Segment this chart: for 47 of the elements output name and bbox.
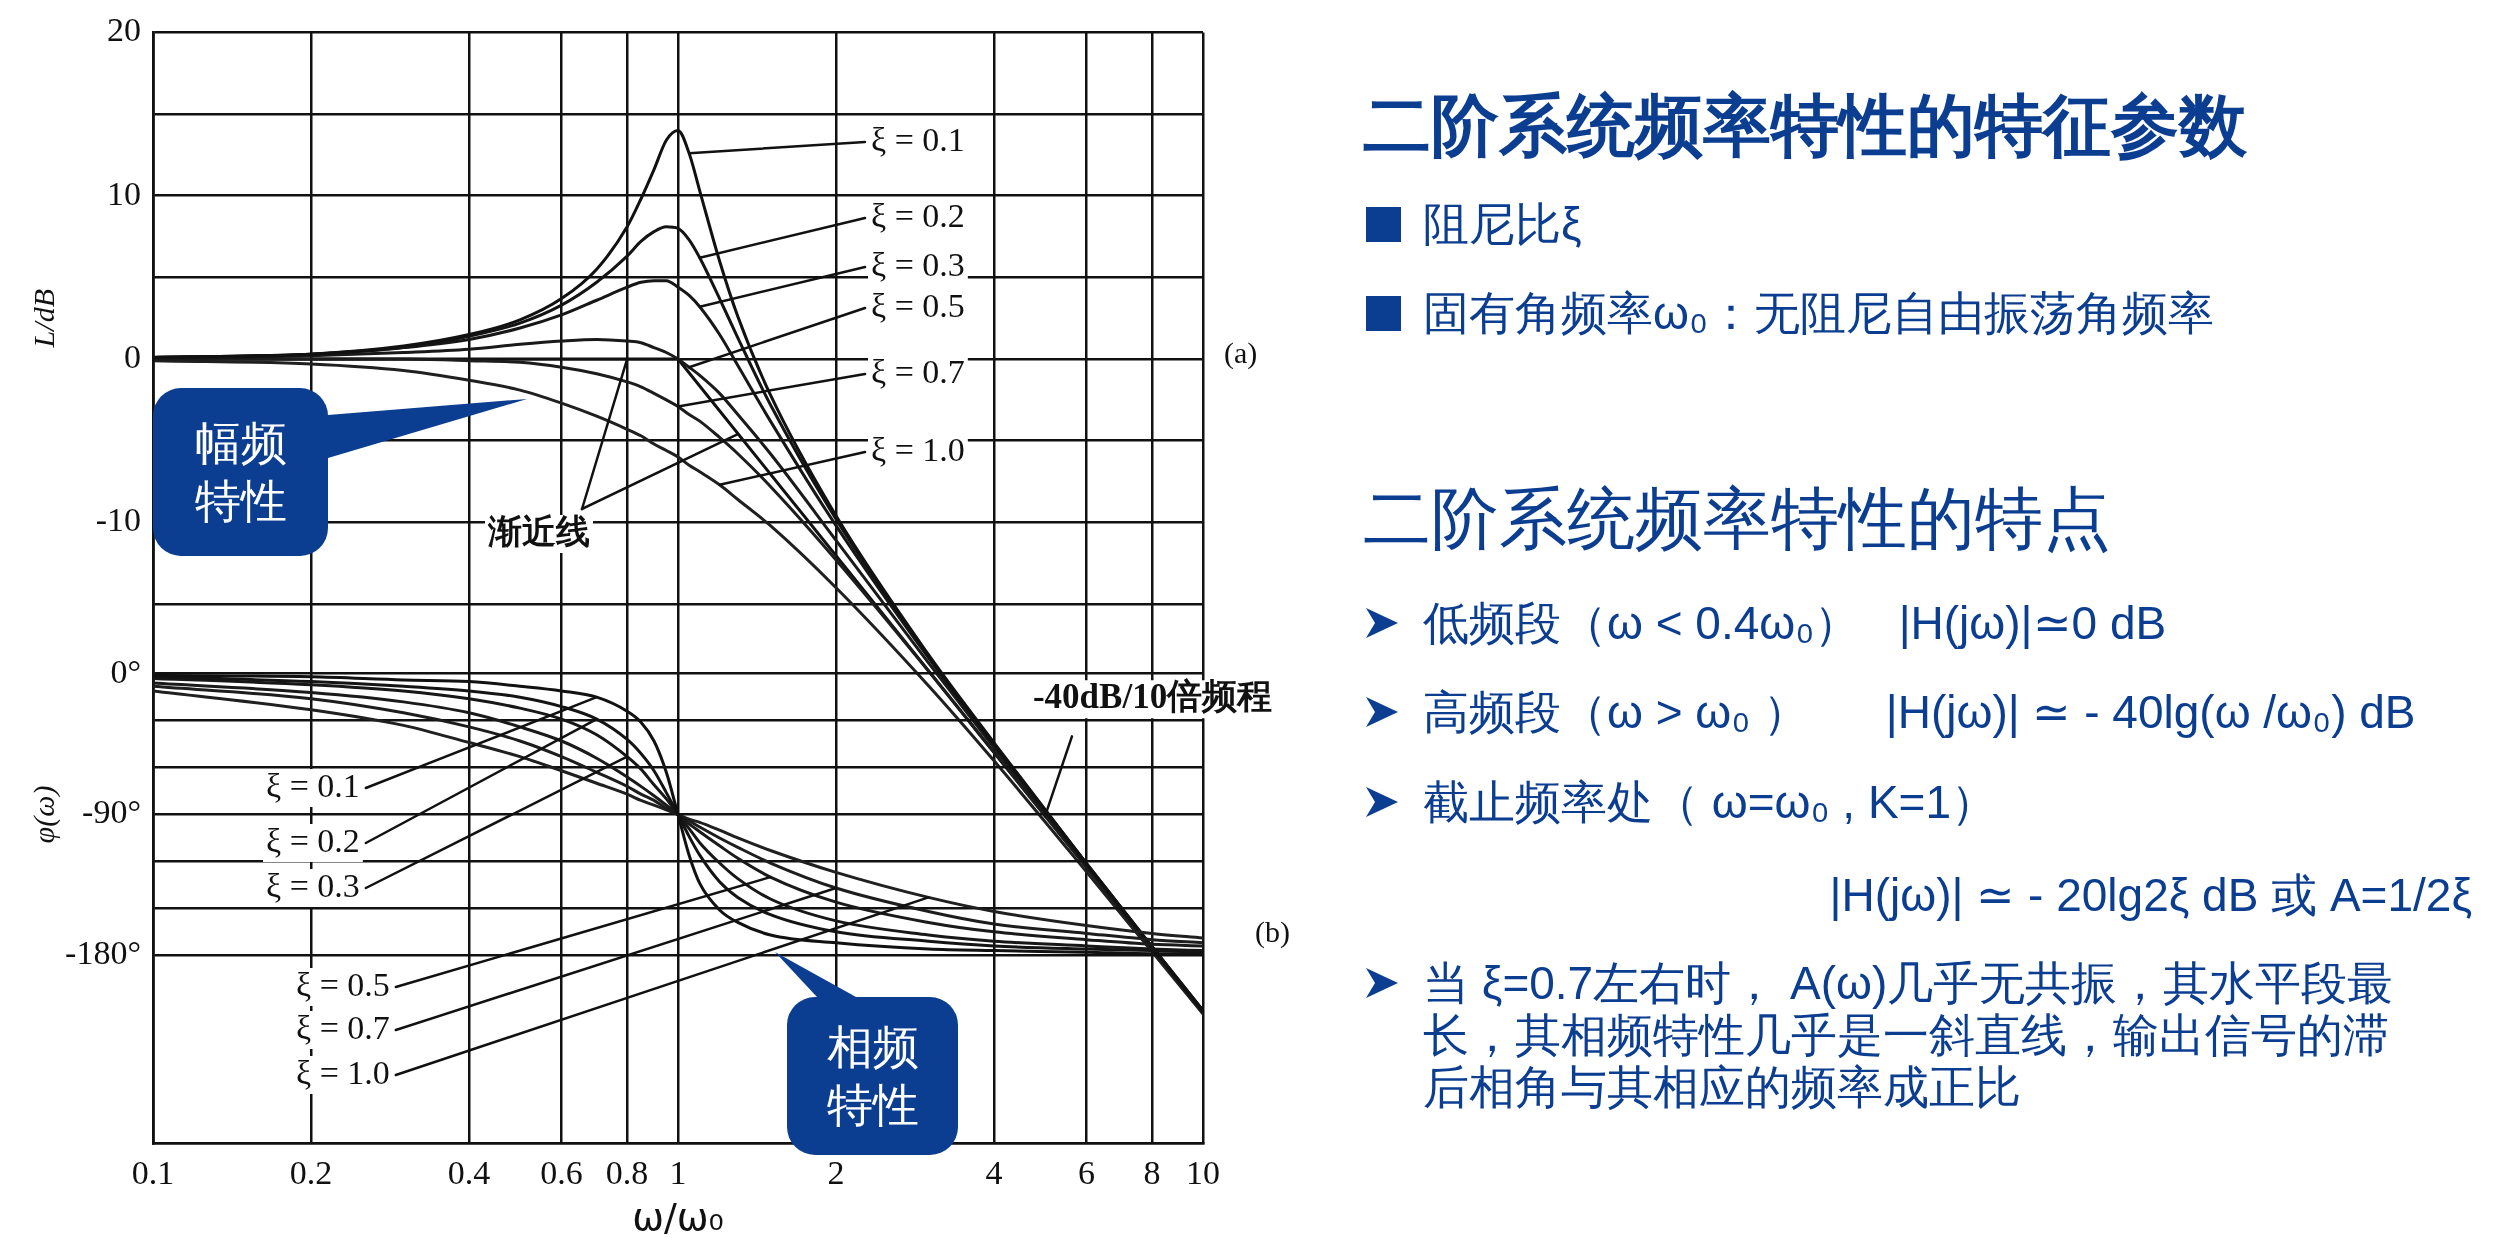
annotation: ξ = 1.0	[296, 1053, 390, 1091]
text: (a)	[1224, 336, 1258, 371]
x-tick-label: 0.8	[605, 1154, 649, 1192]
text: 低频段（ω < 0.4ω₀） |H(jω)|≃0 dB	[1423, 597, 2168, 649]
annotation: ξ = 0.1	[871, 120, 965, 158]
y-axis-title: φ(ω)	[26, 785, 61, 844]
y-tick-label: -90°	[82, 793, 141, 831]
y-tick-label: -180°	[65, 934, 141, 972]
text: 固有角频率ω₀：无阻尼自由振荡角频率	[1423, 287, 2215, 339]
annotation: ξ = 0.2	[871, 196, 965, 234]
annotation: ξ = 1.0	[871, 430, 965, 468]
x-tick-label: 0.6	[540, 1154, 583, 1192]
x-tick-label: 0.2	[289, 1154, 333, 1192]
x-axis-title: ω/ω₀	[632, 1195, 724, 1240]
x-tick-label: 6	[1078, 1154, 1096, 1192]
y-tick-label: 0	[124, 337, 141, 375]
annotation: 渐近线	[487, 512, 590, 551]
y-tick-label: -10	[95, 501, 141, 539]
text: 高频段（ω > ω₀ ） |H(jω)| ≃ - 40lg(ω /ω₀) dB	[1423, 686, 2417, 738]
annotation: ξ = 0.1	[266, 766, 360, 804]
text: 当 ξ=0.7左右时， A(ω)几乎无共振，其水平段最长，其相频特性几乎是一斜直线，输出信号的滞后相角与其相应的频率成正比	[1423, 957, 2395, 1113]
annotation: ξ = 0.2	[266, 821, 360, 859]
x-tick-label: 10	[1186, 1154, 1220, 1192]
annotation: ξ = 0.7	[296, 1008, 390, 1046]
x-tick-label: 0.1	[131, 1154, 175, 1192]
annotation: ξ = 0.3	[871, 245, 965, 283]
y-tick-label: 0°	[110, 652, 141, 690]
text: 二阶系统频率特性的特点	[1363, 479, 2111, 558]
annotation: ξ = 0.3	[266, 866, 360, 904]
annotation: 幅频特性	[193, 416, 288, 529]
x-tick-label: 2	[827, 1154, 845, 1192]
y-axis-title: L/dB	[26, 289, 60, 349]
x-tick-label: 8	[1143, 1154, 1161, 1192]
text: 二阶系统频率特性的特征参数	[1363, 86, 2247, 165]
x-tick-label: 4	[985, 1154, 1003, 1192]
annotation: -40dB/10倍频程	[1032, 677, 1273, 717]
annotation: ξ = 0.7	[871, 352, 965, 390]
text: (b)	[1255, 915, 1290, 950]
y-tick-label: 20	[107, 11, 141, 49]
annotation: ξ = 0.5	[296, 965, 390, 1003]
annotation: ξ = 0.5	[871, 286, 965, 324]
x-tick-label: 0.4	[447, 1154, 491, 1192]
text: 截止频率处（ ω=ω₀ , K=1） |H(jω)| ≃ - 20lg2ξ dB 或 A=1/2ξ	[1423, 776, 2472, 921]
annotation: 相频特性	[825, 1020, 920, 1133]
x-tick-label: 1	[669, 1154, 687, 1192]
y-tick-label: 10	[107, 174, 141, 212]
text: 阻尼比ξ	[1423, 198, 1583, 250]
